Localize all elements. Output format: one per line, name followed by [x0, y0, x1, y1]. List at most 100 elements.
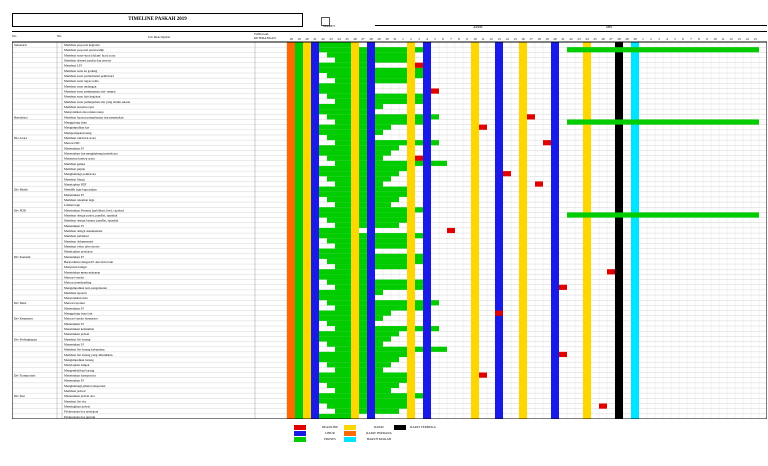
task-description: Mencari vendor kesmaster: [64, 317, 99, 321]
legend-label-rapat-perdana: RAPAT PERDANA: [366, 431, 392, 435]
task-description: Membuat proposal kegiatan: [64, 43, 100, 47]
timeline-cell: [543, 140, 551, 146]
day-number: 25: [345, 37, 349, 41]
timeline-cell: [295, 42, 303, 419]
header-divider: [12, 31, 767, 32]
timeline-cell: [319, 109, 375, 115]
task-description: Membuat rundown acara: [64, 136, 96, 140]
task-description: Membuat surat permohonan pembicara: [64, 74, 115, 78]
legend-swatch-hari-paskah: [344, 437, 356, 442]
checkbox[interactable]: [321, 17, 330, 26]
task-description: Membuat rekaman lagu: [64, 198, 95, 202]
task-description: Menentukan kebutuhan: [64, 327, 94, 331]
division-name: Div Dana: [14, 301, 27, 305]
legend-label-proses: PROSES: [324, 437, 336, 441]
legend-swatch-rapat-perdana: [344, 431, 356, 436]
task-description: Membuat list barang yang dibutuhkan: [64, 353, 113, 357]
timeline-cell: [335, 305, 431, 311]
timeline-cell: [599, 403, 607, 409]
task-description: Membuat absensi panitia dan peserta: [64, 59, 112, 63]
task-description: Menentukan PJ: [64, 343, 85, 347]
day-number: 26: [353, 37, 357, 41]
task-description: Menentukan menu makanan: [64, 270, 101, 274]
timeline-cell: [367, 42, 375, 419]
timeline-cell: [535, 181, 543, 187]
day-number: 21: [561, 37, 565, 41]
task-description: Membuat surat izin kegiatan: [64, 95, 101, 99]
timeline-cell: [327, 93, 431, 99]
task-description: Membuat surat peminjaman alat/ tempat: [64, 90, 116, 94]
timeline-cell: [567, 47, 759, 53]
task-description: Membuat surat-surat (dalam/ luar) acara: [64, 53, 116, 57]
legend-label-hari-paskah: HARI H PASKAH: [366, 437, 392, 441]
timeline-cell: [335, 284, 423, 290]
task-description: Menggalang dana lain: [64, 312, 93, 316]
month-mei: MEI: [606, 25, 613, 29]
timeline-cell: [423, 42, 431, 419]
timeline-cell: [311, 269, 375, 275]
division-name: Div Konsum: [14, 255, 31, 259]
timeline-cell: [335, 140, 439, 146]
task-description: Menentukan PJ: [64, 255, 85, 259]
column-header-job-description: Job Description: [148, 35, 171, 39]
task-description: Berkordinasi dengan PJ dan divisi lain: [64, 260, 114, 264]
day-number: 13: [497, 37, 501, 41]
division-name: Div Acara: [14, 136, 28, 140]
day-number-row: 18 19 20 21 22 23 24 25 26 27 28 29 30 31 1 2 3 4 5 6 7 8 9 10 1…: [12, 37, 767, 42]
day-number: 28: [617, 37, 621, 41]
task-description: Menentukan PJ: [64, 224, 85, 228]
task-description: Menyerahkan data untuk rekap: [64, 110, 104, 114]
task-description: Latihan lagu: [64, 203, 80, 207]
day-number: 12: [729, 37, 733, 41]
legend-swatch-proses: [294, 437, 306, 442]
task-description: Membuat surat peminjaman alat yang belum…: [64, 100, 130, 104]
timeline-cell: [319, 191, 407, 197]
timeline-cell: [495, 42, 503, 419]
timeline-cell: [335, 326, 439, 332]
day-number: 15: [753, 37, 757, 41]
day-number: 18: [289, 37, 293, 41]
task-description: Mengembalikan barang: [64, 368, 95, 372]
timeline-cell: [311, 83, 375, 89]
keterangan-label: KETERANGAN: [254, 36, 276, 40]
timeline-cell: [519, 42, 527, 419]
day-number: 15: [513, 37, 517, 41]
day-number: 1: [642, 37, 644, 41]
task-description: Menyiapkan PDT: [64, 182, 87, 186]
timeline-cell: [287, 42, 295, 419]
day-number: 20: [305, 37, 309, 41]
timeline-cell: [311, 227, 359, 234]
timeline-cell: [567, 119, 759, 125]
timeline-cell: [335, 346, 447, 352]
timeline-cell: [447, 227, 455, 234]
division-name: Div PDD: [14, 208, 27, 212]
division-name: Div Doa: [14, 394, 25, 398]
timeline-cell: [479, 372, 487, 378]
task-description: Menentukan PJ: [64, 193, 85, 197]
task-description: Menghubungi pihak transportasi: [64, 384, 106, 388]
timeline-cell: [479, 124, 487, 130]
day-number: 19: [297, 37, 301, 41]
task-description: Menentukan dan menghubungi pembicara: [64, 151, 118, 155]
timeline-cell: [559, 351, 567, 358]
timeline-cell: [407, 42, 415, 419]
legend-swatch-deadline: [294, 425, 306, 430]
task-description: Menentukan jadwal doa: [64, 394, 95, 398]
legend-label-rapat-terbuka: RAPAT TERBUKA: [410, 425, 436, 429]
timeline-cell: [327, 382, 399, 389]
division-name: Div Transportasi: [14, 374, 35, 378]
task-description: Membuat laporan: [64, 291, 87, 295]
column-header-no2: No.: [57, 34, 63, 38]
task-description: Menentukan Permata (publikasi, feed, cap…: [64, 208, 124, 213]
day-number: 3: [658, 37, 660, 41]
timeline-cell: [311, 413, 359, 419]
day-number: 18: [537, 37, 541, 41]
task-description: Menyusun konsep acara: [64, 157, 95, 161]
day-number: 4: [426, 37, 428, 41]
timeline-cell: [327, 300, 439, 306]
task-description: Mencari vendor: [64, 275, 85, 279]
day-number: 30: [633, 37, 637, 41]
day-number: 8: [698, 37, 700, 41]
task-description: Mempersiapkan uang: [64, 131, 92, 135]
timeline-cell: [311, 62, 367, 68]
